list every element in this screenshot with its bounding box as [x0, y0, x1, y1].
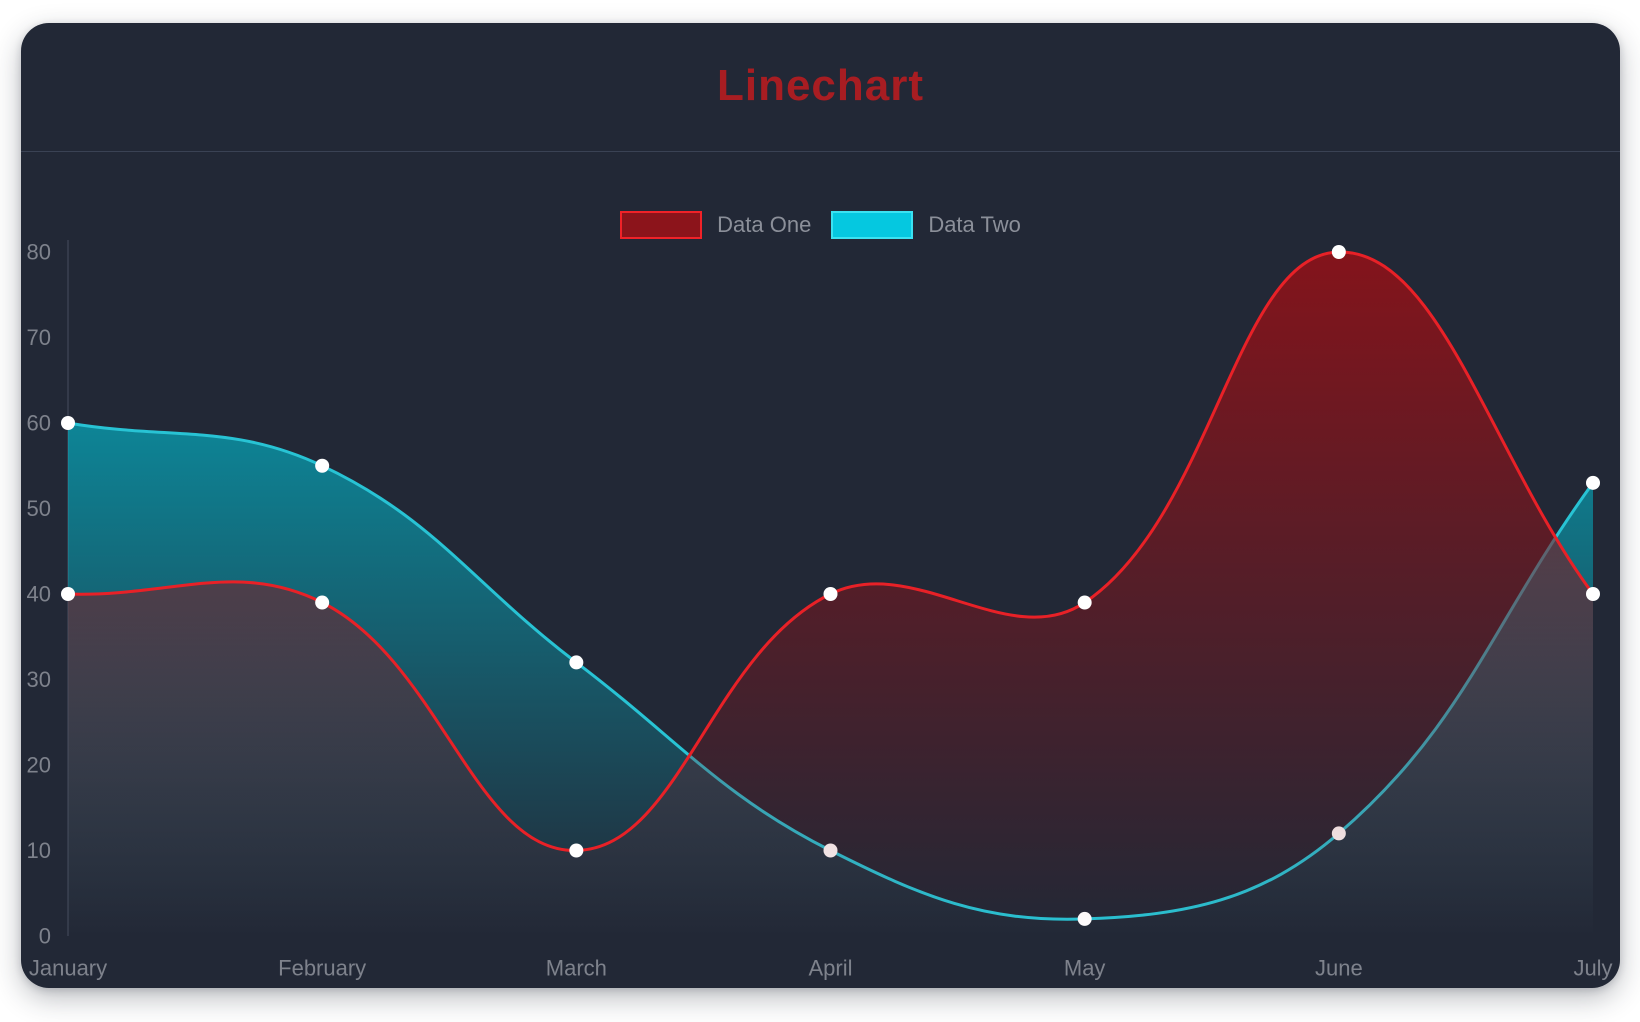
data-point-data-two[interactable]	[569, 655, 584, 670]
x-tick-label: July	[1573, 956, 1612, 981]
x-tick-label: April	[808, 956, 852, 981]
legend-swatch-icon	[831, 211, 914, 239]
data-point-data-one[interactable]	[61, 587, 75, 601]
data-point-data-one[interactable]	[1586, 587, 1600, 601]
x-tick-label: June	[1315, 956, 1363, 981]
y-tick-label: 10	[27, 838, 51, 863]
area-fill-data-one	[68, 251, 1593, 936]
data-point-data-two[interactable]	[315, 458, 330, 473]
y-tick-label: 50	[27, 496, 51, 521]
data-point-data-two[interactable]	[1586, 475, 1600, 490]
legend-label: Data One	[717, 212, 812, 237]
title-divider	[21, 151, 1620, 152]
chart-legend: Data One Data Two	[21, 211, 1620, 239]
x-tick-label: May	[1064, 956, 1106, 981]
legend-label: Data Two	[928, 212, 1021, 237]
data-point-data-one[interactable]	[1077, 595, 1092, 610]
legend-item-data-two[interactable]: Data Two	[831, 211, 1021, 239]
y-tick-label: 30	[27, 667, 51, 692]
data-point-data-two[interactable]	[61, 416, 75, 430]
legend-swatch-icon	[620, 211, 703, 239]
x-tick-label: January	[29, 956, 107, 981]
legend-item-data-one[interactable]: Data One	[620, 211, 811, 239]
linechart-card: Linechart 0 10 20 30 40 50 60 70 80 January Februa…	[21, 23, 1620, 988]
y-tick-label: 0	[39, 924, 51, 949]
y-tick-label: 70	[27, 325, 51, 350]
x-tick-label: March	[546, 956, 607, 981]
data-point-data-one[interactable]	[823, 587, 838, 601]
data-point-data-one[interactable]	[1331, 245, 1346, 259]
x-tick-label: February	[278, 956, 366, 981]
y-tick-label: 60	[27, 411, 51, 436]
line-chart-canvas[interactable]: 0 10 20 30 40 50 60 70 80 January February March Apr…	[21, 23, 1620, 988]
y-tick-label: 80	[27, 240, 51, 265]
page-title: Linechart	[716, 61, 925, 110]
data-point-data-one[interactable]	[315, 595, 330, 610]
line-data-one	[66, 250, 1595, 853]
y-tick-label: 40	[27, 582, 51, 607]
data-point-data-one[interactable]	[569, 843, 584, 858]
y-tick-label: 20	[27, 753, 51, 778]
